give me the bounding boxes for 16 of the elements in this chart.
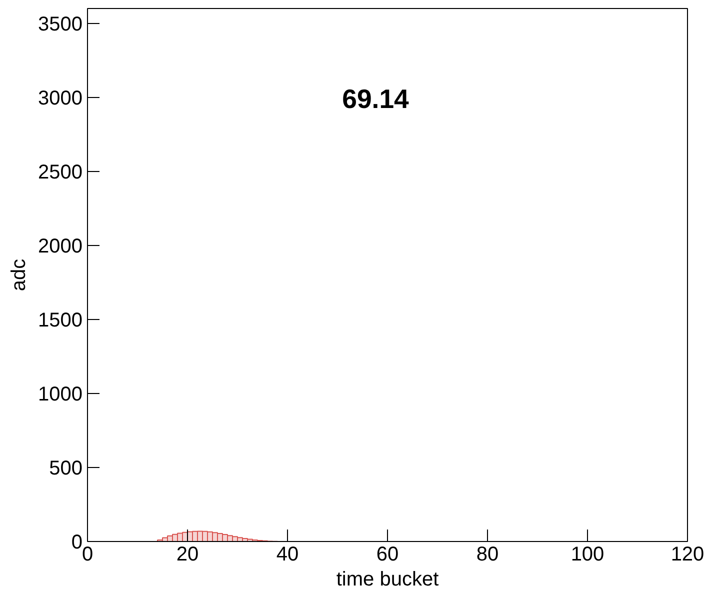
x-tick-label: 40 [276,544,299,566]
x-tick-label: 80 [476,544,499,566]
y-tick-label: 2500 [38,161,83,184]
x-axis-title: time bucket [336,568,440,590]
y-tick-label: 2000 [38,235,83,258]
y-tick-label: 3500 [38,13,83,36]
x-tick-label: 120 [670,544,704,566]
y-tick-label: 1000 [38,383,83,406]
x-tick-label: 60 [376,544,399,566]
y-tick-label: 3000 [38,87,83,110]
x-tick-label: 100 [570,544,604,566]
y-axis-title: adc [8,258,30,292]
y-tick-label: 500 [49,457,83,480]
y-tick-label: 1500 [38,309,83,332]
text: 69.14 [342,84,410,114]
x-tick-label: 20 [176,544,199,566]
